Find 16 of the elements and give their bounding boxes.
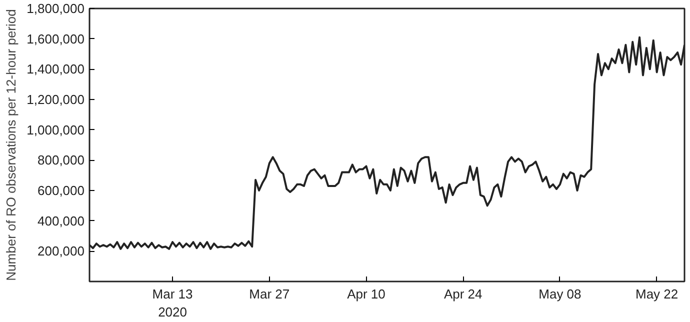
y-tick-label: 600,000 (38, 183, 85, 198)
y-tick-label: 1,600,000 (26, 31, 85, 46)
y-tick-label: 200,000 (38, 244, 85, 259)
x-tick-label: Mar 13 2020 (152, 286, 193, 320)
x-tick-label: Apr 10 (347, 286, 386, 302)
y-tick-label: 800,000 (38, 152, 85, 168)
y-tick-label: 1,000,000 (26, 122, 85, 138)
y-tick-label: 1,800,000 (26, 1, 85, 16)
x-tick-label: May 08 (538, 286, 582, 302)
y-tick-label: 400,000 (38, 213, 85, 228)
x-tick-label: Mar 27 (249, 286, 290, 302)
x-tick-label: May 22 (636, 286, 678, 302)
y-tick-label: 1,400,000 (26, 62, 85, 77)
y-axis-title: Number of RO observations per 12-hour period (4, 9, 19, 281)
y-tick-label: 1,200,000 (26, 92, 85, 107)
x-tick-label: Apr 24 (444, 286, 482, 302)
